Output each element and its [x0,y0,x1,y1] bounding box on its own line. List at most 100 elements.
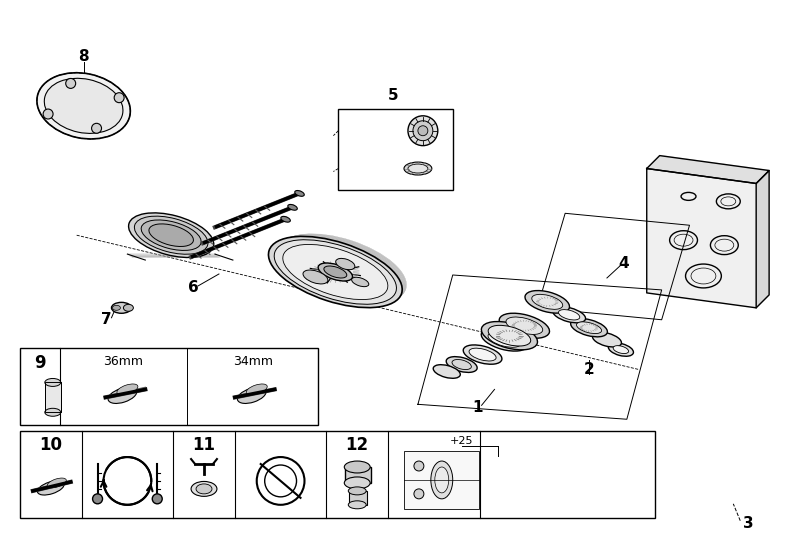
Ellipse shape [506,317,542,335]
Circle shape [414,489,424,499]
Ellipse shape [238,387,266,403]
Ellipse shape [274,235,404,305]
Ellipse shape [45,408,61,416]
Text: 5: 5 [388,88,398,104]
Ellipse shape [488,325,530,346]
Ellipse shape [117,384,138,395]
Ellipse shape [129,213,214,257]
Bar [346,467,371,483]
Ellipse shape [134,216,208,254]
Ellipse shape [108,387,137,403]
Ellipse shape [532,294,562,310]
Circle shape [66,78,76,88]
Ellipse shape [274,240,397,304]
Text: 34mm: 34mm [233,355,273,368]
Ellipse shape [123,304,134,311]
Ellipse shape [344,461,370,473]
Ellipse shape [446,356,477,372]
Circle shape [413,121,433,141]
Text: 1: 1 [472,400,483,415]
Ellipse shape [288,204,298,210]
Circle shape [91,123,102,134]
Ellipse shape [275,235,405,305]
Ellipse shape [246,384,267,395]
Circle shape [114,93,124,102]
Ellipse shape [283,245,388,300]
Text: 4: 4 [618,256,629,270]
Ellipse shape [281,216,290,222]
Text: 2: 2 [584,362,594,377]
Bar [338,109,453,190]
Ellipse shape [149,224,194,246]
Ellipse shape [191,481,217,496]
Circle shape [152,494,162,504]
Text: 36mm: 36mm [103,355,143,368]
Ellipse shape [348,487,366,495]
Ellipse shape [37,72,130,139]
Ellipse shape [47,478,66,488]
Ellipse shape [272,235,404,306]
Polygon shape [646,168,756,308]
Ellipse shape [278,234,406,303]
Ellipse shape [558,310,580,320]
Ellipse shape [570,319,607,337]
Ellipse shape [324,266,346,278]
Text: 12: 12 [346,436,369,454]
Ellipse shape [111,302,131,313]
Ellipse shape [463,345,502,364]
Ellipse shape [348,501,366,509]
Text: 6: 6 [188,281,198,295]
Ellipse shape [344,477,370,489]
Circle shape [418,126,428,136]
Text: 10: 10 [39,436,62,454]
Ellipse shape [482,328,528,351]
Ellipse shape [434,365,460,378]
Ellipse shape [196,484,212,494]
Ellipse shape [577,322,602,334]
Circle shape [93,494,102,504]
Ellipse shape [270,236,403,307]
Ellipse shape [141,220,201,250]
Bar [20,348,318,425]
Ellipse shape [44,78,123,134]
Ellipse shape [408,164,428,173]
Text: 9: 9 [34,354,46,372]
Ellipse shape [435,467,449,493]
Text: 8: 8 [78,49,89,64]
Ellipse shape [404,162,432,175]
Circle shape [43,109,53,119]
Ellipse shape [488,332,521,347]
Ellipse shape [553,307,586,323]
Ellipse shape [294,191,304,196]
Polygon shape [646,156,769,184]
Ellipse shape [613,346,629,354]
Ellipse shape [277,234,406,304]
Bar [404,451,478,509]
Ellipse shape [303,270,328,284]
Ellipse shape [482,322,538,350]
Text: +25: +25 [450,436,474,446]
Text: 11: 11 [193,436,215,454]
Ellipse shape [525,290,570,313]
Ellipse shape [318,263,353,281]
Ellipse shape [593,332,622,347]
Bar [20,431,654,518]
Text: 3: 3 [743,516,754,531]
Bar [350,491,367,505]
Bar [45,383,61,412]
Circle shape [414,461,424,471]
Ellipse shape [608,343,634,356]
Ellipse shape [38,481,64,495]
Ellipse shape [336,258,355,270]
Ellipse shape [351,277,369,287]
Ellipse shape [113,305,121,310]
Bar [45,383,61,412]
Ellipse shape [431,461,453,499]
Ellipse shape [45,378,61,386]
Text: 7: 7 [101,312,112,327]
Polygon shape [756,171,769,308]
Ellipse shape [269,237,402,307]
Ellipse shape [499,313,550,338]
Circle shape [408,116,438,146]
Ellipse shape [469,348,496,361]
